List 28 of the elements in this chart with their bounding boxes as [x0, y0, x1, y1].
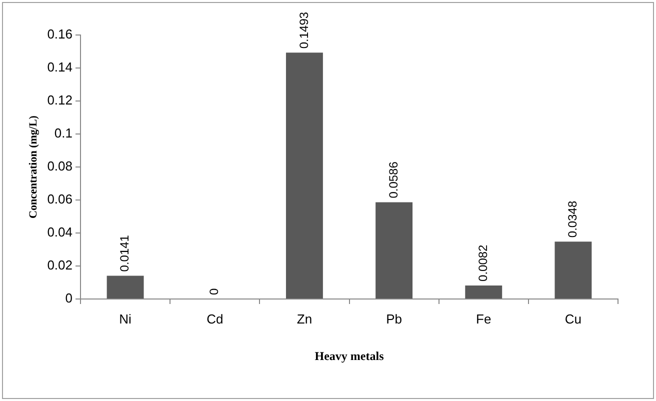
y-tick-label: 0.06 — [47, 192, 72, 207]
y-tick-label: 0.02 — [47, 258, 72, 273]
x-tick-label: Ni — [119, 311, 132, 326]
bar — [554, 242, 592, 298]
bar — [286, 52, 323, 298]
x-tick-label: Zn — [296, 311, 312, 326]
data-label: 0.0586 — [386, 161, 400, 198]
y-tick-label: 0.04 — [47, 224, 72, 240]
y-tick-label: 0 — [65, 290, 72, 306]
data-label: 0.0348 — [566, 200, 580, 238]
y-tick-label: 0.12 — [47, 92, 72, 108]
x-tick-label: Pb — [386, 311, 402, 326]
data-label: 0.0141 — [118, 234, 132, 272]
y-axis-title: Concentration (mg/L) — [27, 115, 40, 218]
bar — [376, 202, 413, 298]
data-label: 0 — [207, 288, 222, 295]
y-tick-label: 0.1 — [54, 126, 72, 141]
y-tick-label: 0.14 — [47, 60, 72, 75]
data-label: 0.0082 — [476, 244, 490, 282]
x-tick-label: Cu — [564, 311, 582, 326]
y-tick-label: 0.16 — [47, 26, 72, 42]
y-tick-label: 0.08 — [47, 158, 72, 174]
x-tick-label: Fe — [476, 311, 492, 326]
bar — [465, 285, 502, 298]
x-tick-label: Cd — [206, 311, 224, 326]
bar — [106, 276, 144, 298]
data-label: 0.1493 — [296, 12, 311, 49]
x-axis-title: Heavy metals — [314, 348, 384, 363]
